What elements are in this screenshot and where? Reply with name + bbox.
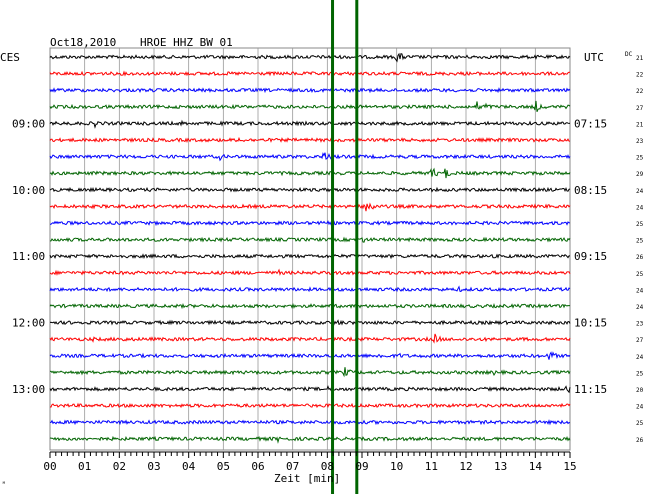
dc-value: 22 <box>636 72 644 79</box>
right-hour-label: 09:15 <box>574 250 607 263</box>
dc-value: 22 <box>636 88 644 95</box>
x-tick-label: 03 <box>147 460 160 473</box>
trace-line <box>49 435 571 444</box>
right-timezone: UTC <box>584 51 604 64</box>
left-hour-label: 10:00 <box>12 184 45 197</box>
x-tick-label: 14 <box>529 460 543 473</box>
dc-value: 21 <box>636 121 644 128</box>
dc-value: 20 <box>636 387 644 394</box>
dc-value: 24 <box>636 304 644 311</box>
plot-frame <box>49 47 571 451</box>
dc-value: 24 <box>636 204 644 211</box>
left-hour-label: 13:00 <box>12 383 45 396</box>
dc-value: 24 <box>636 404 644 411</box>
dc-value: 29 <box>636 171 644 178</box>
x-tick-label: 00 <box>43 460 56 473</box>
dc-value: 24 <box>636 287 644 294</box>
x-tick-label: 07 <box>286 460 299 473</box>
trace-line <box>49 167 571 179</box>
trace-line <box>49 319 571 326</box>
dc-label: DC <box>625 51 633 58</box>
left-hour-label: 12:00 <box>12 317 45 330</box>
x-tick-label: 02 <box>113 460 126 473</box>
trace-line <box>49 385 571 394</box>
right-hour-label: 11:15 <box>574 383 607 396</box>
x-tick-label: 04 <box>182 460 196 473</box>
trace-line <box>50 220 571 227</box>
trace-line <box>49 119 571 129</box>
dc-value: 21 <box>636 55 644 62</box>
header-date: Oct18,2010 <box>50 36 116 49</box>
trace-line <box>49 285 571 293</box>
x-tick-label: 09 <box>355 460 368 473</box>
dc-value: 25 <box>636 238 644 245</box>
dc-value: 24 <box>636 188 644 195</box>
trace-line <box>49 402 571 409</box>
trace-line <box>49 253 570 260</box>
trace-line <box>49 186 571 193</box>
trace-line <box>49 367 571 378</box>
labels: Oct18,2010 HROE HHZ BW 01 CES UTC DC Zei… <box>0 36 644 488</box>
trace-line <box>49 70 570 77</box>
right-hour-label: 10:15 <box>574 317 607 330</box>
left-hour-label: 09:00 <box>12 117 45 130</box>
dc-value: 25 <box>636 420 644 427</box>
x-axis-label: Zeit [min] <box>274 472 340 485</box>
x-tick-label: 13 <box>494 460 507 473</box>
x-tick-label: 10 <box>390 460 403 473</box>
trace-line <box>49 419 571 426</box>
x-tick-label: 05 <box>217 460 230 473</box>
left-hour-label: 11:00 <box>12 250 45 263</box>
trace-line <box>49 87 571 94</box>
trace-group <box>49 52 571 444</box>
dc-value: 26 <box>636 437 644 444</box>
trace-line <box>49 100 571 112</box>
x-axis: 00 01 02 03 04 05 06 07 08 09 10 11 12 13 14 15 <box>43 451 577 473</box>
trace-line <box>49 351 571 360</box>
trace-line <box>49 302 571 310</box>
dc-value: 27 <box>636 105 644 112</box>
dc-value: 25 <box>636 370 644 377</box>
grid <box>49 47 571 451</box>
corner-mark: ᴹ <box>2 481 6 488</box>
trace-line <box>49 152 571 162</box>
dc-value: 25 <box>636 271 644 278</box>
trace-line <box>49 268 571 276</box>
left-timezone: CES <box>0 51 20 64</box>
x-tick-label: 15 <box>563 460 576 473</box>
dc-value: 25 <box>636 155 644 162</box>
dc-value: 26 <box>636 254 644 261</box>
right-hour-label: 08:15 <box>574 184 607 197</box>
dc-value: 27 <box>636 337 644 344</box>
right-hour-label: 07:15 <box>574 117 607 130</box>
dc-value: 25 <box>636 221 644 228</box>
dc-value: 23 <box>636 138 644 145</box>
x-tick-label: 11 <box>425 460 438 473</box>
trace-line <box>49 333 571 344</box>
x-tick-label: 12 <box>459 460 472 473</box>
trace-line <box>49 236 571 243</box>
trace-line <box>49 202 571 212</box>
x-tick-label: 08 <box>321 460 334 473</box>
header-station: HROE HHZ BW 01 <box>140 36 233 49</box>
x-tick-label: 01 <box>78 460 91 473</box>
dc-value: 24 <box>636 354 644 361</box>
x-tick-label: 06 <box>251 460 264 473</box>
overlay-lines <box>331 0 359 494</box>
trace-line <box>49 136 571 143</box>
dc-value: 23 <box>636 321 644 328</box>
trace-line <box>49 52 571 63</box>
